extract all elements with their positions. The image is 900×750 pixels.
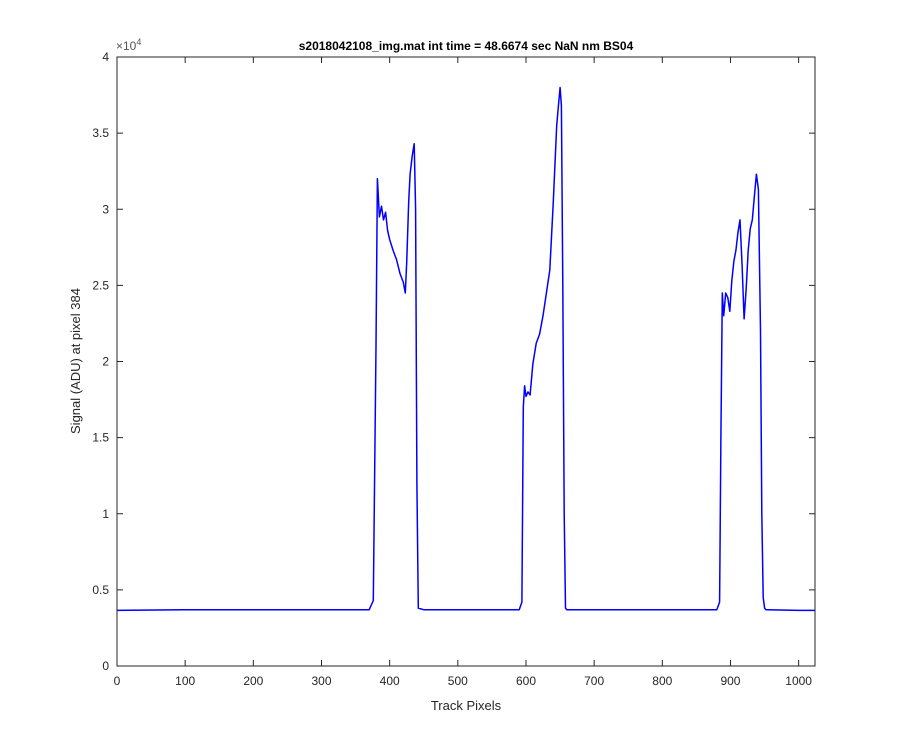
x-tick-label: 1000 xyxy=(785,674,812,688)
y-tick-label: 4 xyxy=(102,50,109,64)
x-tick-label: 300 xyxy=(311,674,331,688)
series-line-0 xyxy=(116,86,815,612)
x-tick-label: 100 xyxy=(175,674,195,688)
chart-title: s2018042108_img.mat int time = 48.6674 s… xyxy=(299,39,634,53)
x-tick-label: 500 xyxy=(448,674,468,688)
x-tick-label: 200 xyxy=(243,674,263,688)
y-axis-label: Signal (ADU) at pixel 384 xyxy=(68,288,83,434)
x-tick-label: 0 xyxy=(114,674,121,688)
x-tick-label: 700 xyxy=(584,674,604,688)
y-exponent-label: ×104 xyxy=(116,37,141,53)
plot-area xyxy=(117,57,815,666)
y-tick-label: 0.5 xyxy=(92,583,109,597)
y-tick-label: 3.5 xyxy=(92,126,109,140)
y-tick-label: 3 xyxy=(102,202,109,216)
y-tick-label: 1 xyxy=(102,507,109,521)
x-tick-label: 600 xyxy=(516,674,536,688)
y-tick-label: 2 xyxy=(102,355,109,369)
y-tick-label: 0 xyxy=(102,659,109,673)
x-tick-label: 400 xyxy=(380,674,400,688)
series-line-group xyxy=(116,86,815,612)
axes-group: 0 100 200 300 400 500 600 700 800 900 1000 0 0.5 1 1.5… xyxy=(92,50,816,688)
x-tick-label: 800 xyxy=(652,674,672,688)
y-tick-label: 2.5 xyxy=(92,278,109,292)
x-axis-label: Track Pixels xyxy=(431,698,502,713)
y-tick-label: 1.5 xyxy=(92,431,109,445)
x-tick-label: 900 xyxy=(720,674,740,688)
